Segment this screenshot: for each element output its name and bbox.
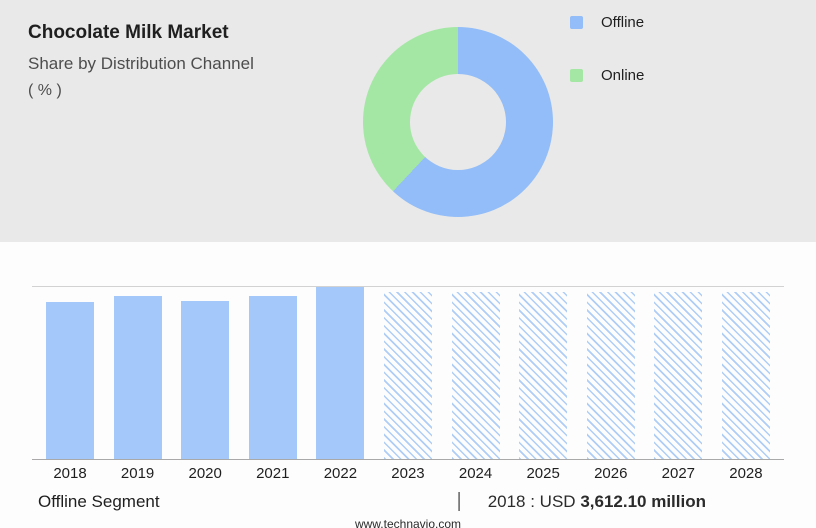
bar-2024 — [451, 292, 500, 459]
market-value-prefix: 2018 : USD — [487, 492, 576, 511]
info-row: Offline Segment | 2018 : USD 3,612.10 mi… — [0, 490, 816, 513]
website-url: www.technavio.com — [354, 517, 462, 528]
year-label-2025: 2025 — [526, 465, 560, 482]
page-title: Chocolate Milk Market — [28, 22, 229, 43]
year-label-2028: 2028 — [729, 465, 763, 482]
bar-2028 — [721, 292, 770, 459]
legend-item-online: Online — [570, 67, 644, 84]
bar-slot — [316, 287, 365, 459]
bar-slot — [519, 287, 568, 459]
bar-2022 — [316, 287, 365, 459]
info-separator: | — [456, 490, 462, 512]
year-label-2023: 2023 — [391, 465, 425, 482]
year-label-2024: 2024 — [458, 465, 493, 482]
donut-section: Chocolate Milk Market Share by Distribut… — [0, 0, 816, 242]
title-block: Chocolate Milk Market Share by Distribut… — [28, 22, 348, 100]
bar-slot — [46, 287, 94, 459]
year-label-2021: 2021 — [256, 465, 290, 482]
donut-hole — [410, 74, 506, 170]
chart-subtitle: Share by Distribution Channel — [28, 54, 254, 73]
donut-chart — [363, 27, 553, 217]
bar-slot — [113, 287, 162, 459]
bar-slot — [654, 287, 703, 459]
bar-2019 — [113, 295, 162, 459]
bar-2023 — [383, 292, 432, 459]
bar-chart-track — [32, 286, 784, 460]
market-value: 2018 : USD 3,612.10 million — [488, 492, 706, 512]
bar-2021 — [248, 295, 297, 459]
legend-label-online: Online — [601, 67, 645, 84]
year-label-2019: 2019 — [120, 465, 155, 482]
offline-swatch-icon — [570, 16, 583, 29]
bar-slot — [181, 287, 230, 459]
bar-2020 — [181, 300, 230, 459]
bar-slot — [586, 287, 635, 459]
year-label-2022: 2022 — [323, 465, 358, 482]
bar-2018 — [46, 302, 94, 459]
bar-slot — [451, 287, 500, 459]
bar-slot — [721, 287, 770, 459]
market-value-bold: 3,612.10 million — [580, 492, 706, 511]
legend-item-offline: Offline — [570, 14, 644, 31]
segment-label: Offline Segment — [38, 492, 160, 511]
bar-chart-section: 2018 2019 2020 2021 2022 2023 2024 2025 2026 2027… — [0, 286, 816, 528]
legend: Offline Online — [570, 14, 644, 120]
bar-2025 — [519, 292, 568, 459]
legend-label-offline: Offline — [601, 14, 645, 31]
bar-slot — [248, 287, 297, 459]
bar-slot — [383, 287, 432, 459]
year-label-2026: 2026 — [594, 465, 628, 482]
year-label-2027: 2027 — [661, 465, 696, 482]
bar-2026 — [586, 292, 635, 459]
year-label-2020: 2020 — [188, 465, 222, 482]
online-swatch-icon — [570, 69, 583, 82]
chart-unit: ( % ) — [28, 82, 62, 99]
year-label-2018: 2018 — [53, 465, 87, 482]
bar-2027 — [654, 292, 703, 459]
year-label-row: 2018 2019 2020 2021 2022 2023 2024 2025 2026 2027… — [32, 460, 784, 482]
